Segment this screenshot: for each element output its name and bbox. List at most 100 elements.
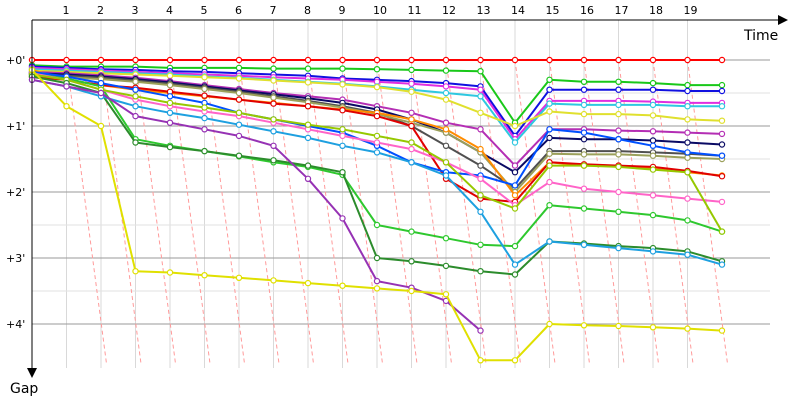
time-connector: [514, 59, 556, 364]
data-point: [718, 198, 726, 206]
data-point: [408, 258, 415, 265]
data-point: [132, 56, 139, 64]
data-point: [270, 56, 277, 64]
data-point: [97, 122, 105, 130]
data-point: [442, 142, 450, 149]
data-point: [580, 162, 588, 169]
data-point: [132, 93, 139, 100]
data-point: [442, 262, 450, 270]
data-point: [649, 248, 657, 255]
x-tick-label: 17: [615, 4, 629, 17]
data-point: [442, 291, 450, 298]
data-point: [442, 83, 450, 90]
data-point: [684, 102, 691, 110]
data-point: [546, 108, 553, 115]
data-point: [408, 139, 415, 146]
time-connector: [169, 59, 211, 364]
data-point: [684, 56, 691, 64]
data-point: [442, 159, 450, 166]
y-tick-label: +3': [6, 252, 25, 265]
axes: Time Gap: [10, 15, 788, 397]
data-point: [373, 254, 381, 262]
data-point: [132, 139, 139, 146]
data-point: [477, 208, 484, 215]
data-point: [477, 56, 484, 64]
x-tick-label: 7: [270, 4, 277, 17]
data-point: [546, 126, 553, 133]
data-point: [684, 251, 691, 258]
x-tick-label: 12: [442, 4, 456, 17]
data-point: [235, 121, 243, 128]
data-point: [718, 56, 726, 64]
data-point: [649, 142, 657, 149]
data-point: [235, 56, 243, 64]
data-point: [270, 77, 277, 84]
x-tick-label: 4: [166, 4, 173, 17]
data-point: [684, 129, 691, 136]
data-point: [580, 56, 588, 64]
data-point: [304, 162, 312, 169]
time-connector: [618, 59, 659, 364]
series-lines: [28, 56, 726, 364]
data-point: [63, 56, 70, 64]
data-point: [580, 185, 588, 192]
data-point: [718, 102, 726, 110]
data-point: [373, 149, 381, 156]
data-point: [408, 287, 415, 295]
data-point: [304, 65, 312, 72]
data-point: [408, 88, 415, 95]
data-point: [546, 178, 553, 186]
data-point: [580, 129, 588, 136]
data-point: [132, 268, 139, 275]
data-point: [235, 89, 243, 97]
data-point: [615, 56, 622, 64]
data-point: [166, 109, 174, 117]
data-point: [718, 81, 726, 89]
data-point: [615, 208, 622, 215]
data-point: [201, 56, 208, 64]
data-point: [339, 81, 346, 88]
series-line: [31, 78, 482, 332]
data-point: [615, 135, 622, 143]
y-tick-labels: +0' +1' +2' +3' +4': [6, 54, 25, 331]
data-point: [580, 205, 588, 212]
data-point: [235, 64, 243, 72]
data-point: [166, 269, 174, 276]
time-connector: [238, 59, 280, 364]
data-point: [477, 67, 484, 75]
data-point: [615, 151, 622, 158]
data-point: [442, 119, 450, 126]
time-connector: [273, 59, 314, 364]
data-point: [511, 357, 519, 364]
data-point: [546, 150, 553, 157]
x-axis-title: Time: [743, 28, 778, 44]
data-point: [132, 102, 139, 110]
data-point: [373, 132, 381, 140]
data-point: [718, 327, 726, 334]
data-point: [304, 121, 312, 128]
x-tick-label: 3: [132, 4, 139, 17]
data-point: [649, 166, 657, 173]
y-axis-title: Gap: [10, 381, 38, 397]
data-point: [201, 114, 208, 122]
data-point: [270, 94, 277, 101]
data-point: [477, 109, 484, 117]
data-point: [546, 201, 553, 209]
data-point: [235, 75, 243, 82]
data-point: [201, 272, 208, 279]
data-point: [511, 56, 519, 64]
data-point: [201, 92, 208, 99]
data-point: [270, 277, 277, 284]
data-point: [649, 56, 657, 64]
data-point: [511, 192, 519, 199]
data-point: [477, 86, 484, 93]
data-point: [649, 137, 657, 144]
data-point: [132, 112, 139, 120]
data-point: [546, 162, 553, 169]
x-tick-label: 8: [304, 4, 311, 17]
data-point: [580, 241, 588, 248]
data-point: [615, 322, 622, 330]
data-point: [235, 274, 243, 281]
data-point: [718, 152, 726, 159]
